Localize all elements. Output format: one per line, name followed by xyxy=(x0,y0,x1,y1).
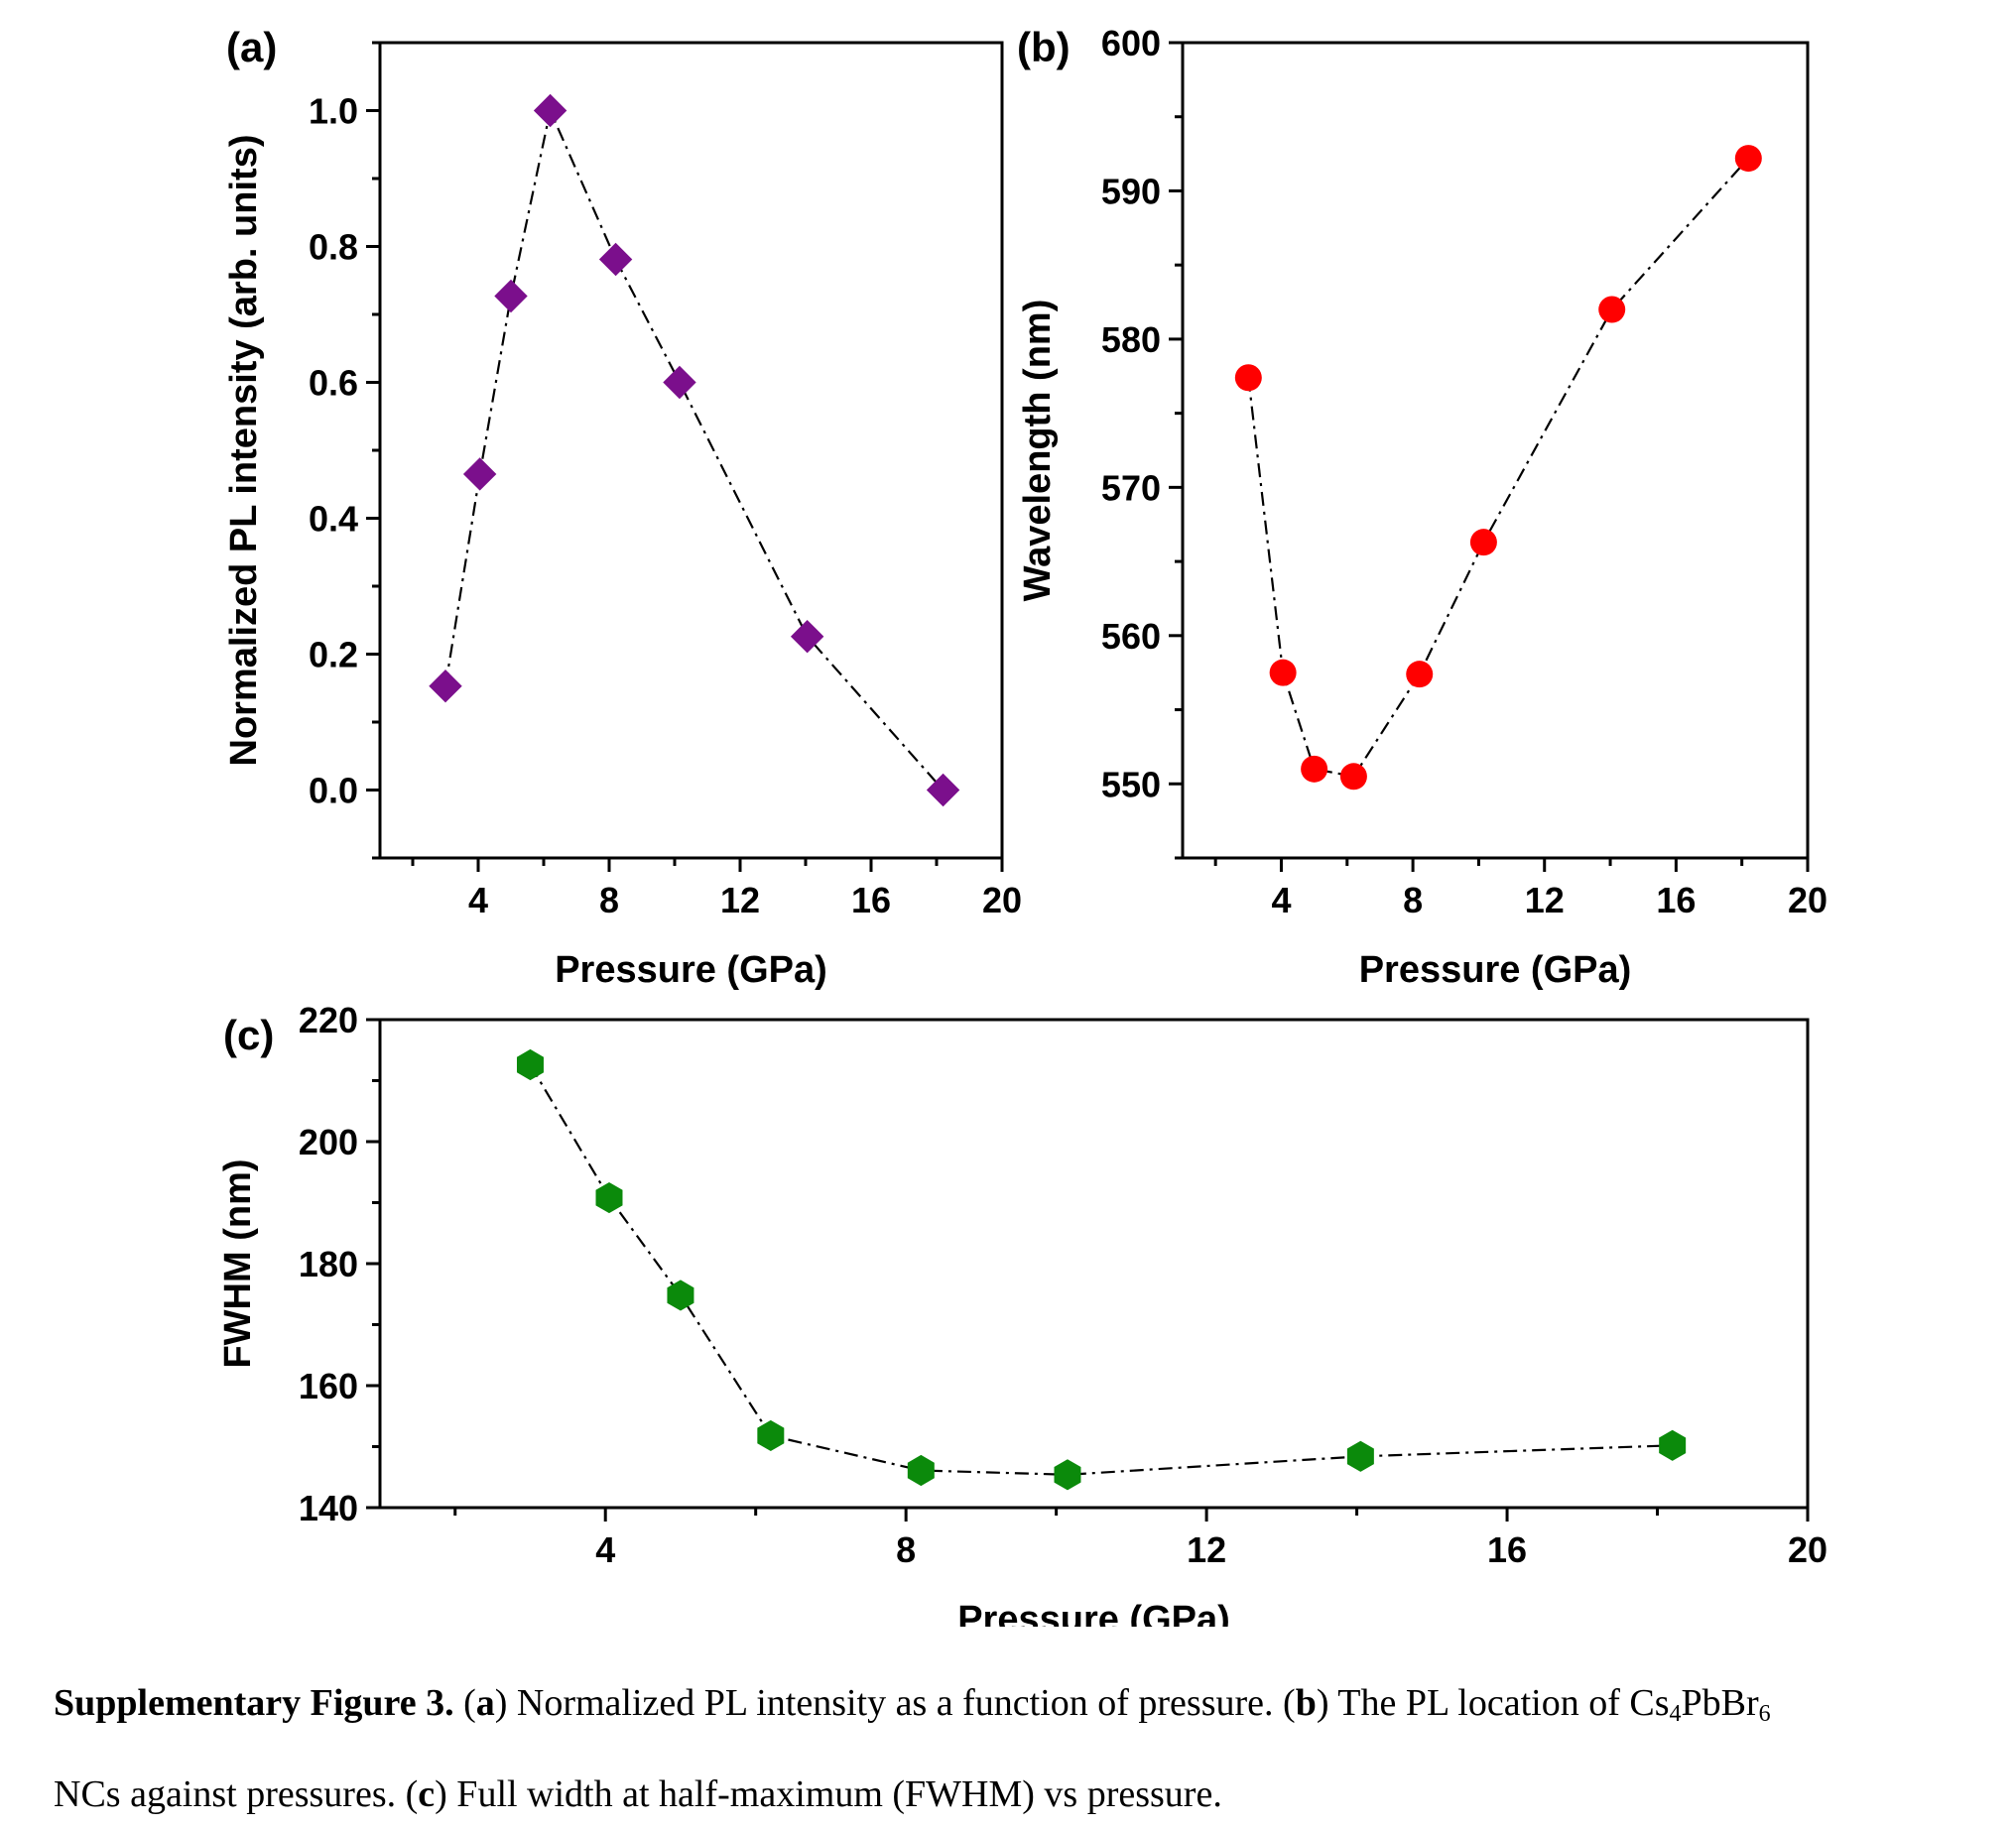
caption-subscript: 6 xyxy=(1758,1701,1771,1727)
data-point-circle xyxy=(1234,364,1262,392)
data-point-diamond xyxy=(533,93,567,128)
caption-bold-text: c xyxy=(418,1773,436,1815)
series-line xyxy=(443,106,945,792)
data-point-circle xyxy=(1269,659,1297,686)
x-tick-label: 12 xyxy=(1187,1529,1226,1570)
y-tick-label: 560 xyxy=(1101,616,1161,657)
data-point-diamond xyxy=(494,279,528,313)
data-point-diamond xyxy=(926,773,960,807)
caption-bold-text: b xyxy=(1295,1682,1317,1724)
data-point-diamond xyxy=(462,457,497,491)
x-tick-label: 16 xyxy=(851,880,891,920)
figure: 4 8 12 16 20 0.0 0.2 0.4 0.6 0.8 1.0 Pressure (GPa)… xyxy=(217,23,1827,1627)
caption-text: ) Full width at half-maximum (FWHM) vs p… xyxy=(435,1773,1222,1815)
series-line xyxy=(1247,157,1750,779)
data-point-hexagon xyxy=(667,1280,694,1311)
y-tick-label: 550 xyxy=(1101,764,1161,804)
data-point-hexagon xyxy=(907,1454,935,1487)
data-point-diamond xyxy=(663,365,696,400)
x-axis-label: Pressure (GPa) xyxy=(555,949,827,991)
plot-frame xyxy=(1181,41,1810,860)
data-point-diamond xyxy=(429,669,462,703)
x-tick-label: 4 xyxy=(595,1529,615,1570)
x-tick-label: 8 xyxy=(599,880,619,920)
data-point-circle xyxy=(1301,755,1328,783)
caption-bold-text: a xyxy=(475,1682,495,1724)
x-tick-label: 16 xyxy=(1487,1529,1527,1570)
caption-text: ( xyxy=(453,1682,476,1724)
panel-label: (b) xyxy=(1017,24,1071,70)
y-tick-label: 0.2 xyxy=(309,635,358,675)
panel-label: (c) xyxy=(223,1012,274,1058)
data-point-diamond xyxy=(598,242,633,277)
y-tick-label: 600 xyxy=(1101,23,1161,63)
y-tick-label: 140 xyxy=(299,1488,358,1528)
plot-frame xyxy=(378,41,1004,860)
data-point-hexagon xyxy=(1054,1459,1081,1491)
y-tick-label: 1.0 xyxy=(309,91,358,132)
y-axis-label: Wavelength (nm) xyxy=(1017,300,1059,602)
data-point-hexagon xyxy=(516,1048,544,1081)
y-axis-label: FWHM (nm) xyxy=(217,1158,259,1368)
x-axis-label: Pressure (GPa) xyxy=(957,1599,1230,1627)
y-tick-label: 570 xyxy=(1101,467,1161,508)
data-point-circle xyxy=(1598,296,1626,323)
data-point-hexagon xyxy=(757,1419,785,1452)
panel-c: 4 8 12 16 20 140 160 180 200 220 Pressure (GPa) FWH… xyxy=(217,1000,1827,1627)
data-point-circle xyxy=(1406,661,1434,688)
caption-text: ) The PL location of Cs xyxy=(1316,1682,1670,1724)
x-tick-label: 4 xyxy=(1271,880,1291,920)
y-tick-label: 0.6 xyxy=(309,363,358,404)
y-tick-label: 0.4 xyxy=(309,499,358,540)
series-line xyxy=(529,1063,1673,1476)
y-tick-label: 200 xyxy=(299,1122,358,1162)
caption-line-1: Supplementary Figure 3. (a) Normalized P… xyxy=(54,1682,1771,1727)
y-tick-label: 590 xyxy=(1101,171,1161,211)
y-tick-label: 180 xyxy=(299,1244,358,1284)
y-tick-label: 160 xyxy=(299,1366,358,1406)
data-point-hexagon xyxy=(1659,1429,1687,1461)
y-tick-label: 580 xyxy=(1101,319,1161,360)
data-point-hexagon xyxy=(595,1182,623,1214)
caption-text: PbBr xyxy=(1681,1682,1759,1724)
panel-a: 4 8 12 16 20 0.0 0.2 0.4 0.6 0.8 1.0 Pressure (GPa)… xyxy=(223,24,1022,991)
x-tick-label: 8 xyxy=(896,1529,916,1570)
x-tick-label: 16 xyxy=(1656,880,1696,920)
y-axis-label: Normalized PL intensity (arb. units) xyxy=(223,135,265,767)
data-point-circle xyxy=(1469,529,1497,556)
panel-b: 4 8 12 16 20 550 560 570 580 590 600 Pressure (GPa)… xyxy=(1017,23,1827,991)
x-tick-label: 12 xyxy=(1525,880,1565,920)
figure-caption-cont: NCs against pressures. (c) Full width at… xyxy=(54,1775,1998,1813)
x-tick-label: 20 xyxy=(1788,1529,1827,1570)
data-point-circle xyxy=(1734,145,1762,173)
y-tick-label: 0.0 xyxy=(309,771,358,811)
x-tick-label: 4 xyxy=(468,880,488,920)
figure-caption: Supplementary Figure 3. (a) Normalized P… xyxy=(54,1682,1998,1727)
y-tick-label: 0.8 xyxy=(309,227,358,268)
caption-line-2: NCs against pressures. (c) Full width at… xyxy=(54,1773,1222,1815)
panel-label: (a) xyxy=(226,24,277,70)
caption-subscript: 4 xyxy=(1669,1701,1682,1727)
caption-text: NCs against pressures. ( xyxy=(54,1773,419,1815)
plot-frame xyxy=(378,1018,1810,1510)
x-tick-label: 12 xyxy=(720,880,760,920)
data-point-circle xyxy=(1339,763,1367,791)
caption-bold-text: Supplementary Figure 3. xyxy=(54,1682,454,1724)
caption-text: ) Normalized PL intensity as a function … xyxy=(494,1682,1296,1724)
x-axis-label: Pressure (GPa) xyxy=(1359,949,1632,991)
y-tick-label: 220 xyxy=(299,1000,358,1040)
data-point-hexagon xyxy=(1346,1440,1374,1472)
x-tick-label: 20 xyxy=(982,880,1022,920)
x-tick-label: 20 xyxy=(1788,880,1827,920)
x-tick-label: 8 xyxy=(1403,880,1423,920)
data-point-diamond xyxy=(790,619,824,654)
